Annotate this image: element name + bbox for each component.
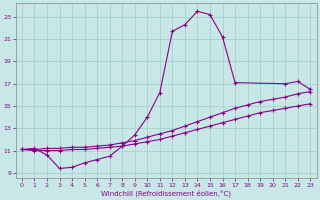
X-axis label: Windchill (Refroidissement éolien,°C): Windchill (Refroidissement éolien,°C)	[101, 189, 231, 197]
